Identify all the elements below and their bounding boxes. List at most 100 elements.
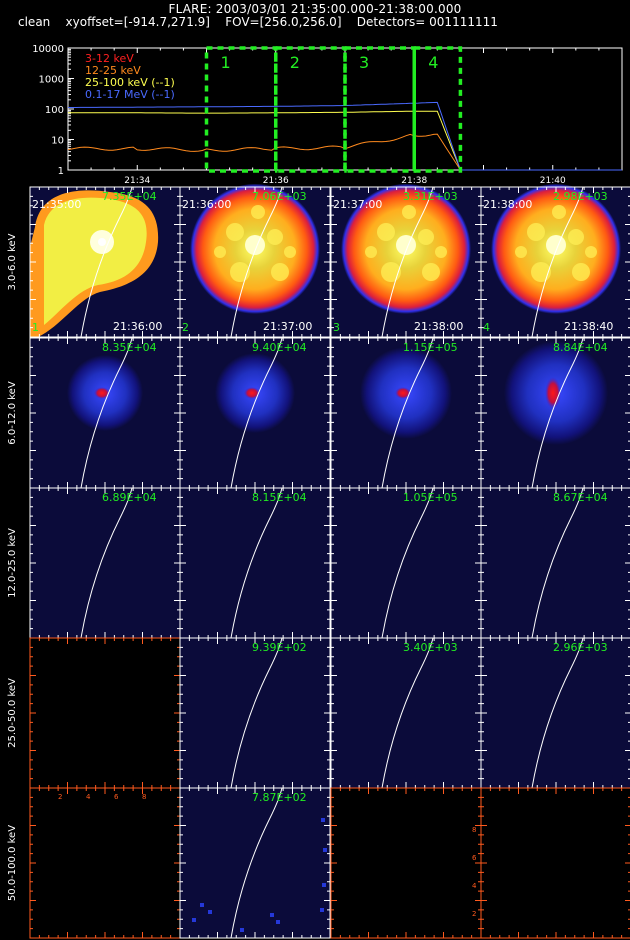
noise-speck (208, 910, 212, 914)
image-panel (480, 487, 630, 639)
noise-speck (200, 903, 204, 907)
hot-blob (226, 223, 244, 241)
hot-blob (271, 263, 289, 281)
interval-box-1 (204, 46, 278, 173)
panel-interval-number: 1 (32, 321, 39, 334)
peak-flux-label: 9.39E+02 (252, 641, 307, 654)
image-panel (29, 487, 181, 639)
solar-limb (381, 186, 434, 338)
panel-interval-number: 2 (182, 321, 189, 334)
peak-flux-label: 8.35E+04 (102, 341, 157, 354)
solar-limb (531, 487, 584, 639)
solar-limb (230, 337, 283, 489)
interval-box-2 (274, 46, 347, 173)
empty-axis-tick-label: 2 (472, 910, 477, 918)
panel-start-time: 21:36:00 (182, 198, 232, 211)
empty-axis-tick-label: 6 (114, 793, 119, 801)
plot-title: FLARE: 2003/03/01 21:35:00.000-21:38:00.… (168, 2, 462, 16)
solar-limb (381, 487, 434, 639)
peak-flux-label: 7.87E+02 (252, 791, 307, 804)
solar-limb (531, 186, 584, 338)
energy-band-label: 6.0-12.0 keV (7, 381, 18, 445)
source-disk (504, 341, 608, 445)
source-disk (360, 347, 452, 439)
x-tick-label: 21:34 (124, 176, 150, 186)
panel-background (331, 488, 481, 638)
peak-flux-label: 6.89E+04 (102, 491, 157, 504)
flare-core (90, 230, 114, 254)
panel-background (30, 488, 180, 638)
panel-background (180, 488, 330, 638)
hot-blob (402, 205, 416, 219)
hot-blob (381, 262, 401, 282)
panel-background (481, 488, 630, 638)
x-tick-label: 21:38 (401, 176, 427, 186)
image-panel (29, 637, 181, 789)
hot-blob (284, 246, 296, 258)
interval-label-2: 2 (290, 53, 300, 72)
image-panel (330, 787, 482, 939)
solar-limb (80, 487, 133, 639)
source-core (94, 387, 110, 399)
panel-frame (179, 487, 331, 639)
peak-flux-label: 8.84E+04 (553, 341, 608, 354)
image-panel (179, 487, 331, 639)
peak-flux-label: 3.31E+03 (403, 190, 458, 203)
solar-limb (80, 337, 133, 489)
hot-blob (267, 229, 283, 245)
image-panel (330, 637, 482, 789)
solar-limb (230, 487, 283, 639)
interval-box-3 (343, 46, 416, 173)
panel-frame (480, 637, 630, 789)
panel-frame (29, 337, 181, 489)
solar-limb (531, 337, 584, 489)
panel-end-time: 21:38:40 (564, 320, 614, 333)
legend-entry: 12-25 keV (85, 64, 141, 77)
noise-speck (321, 818, 325, 822)
legend-entry: 3-12 keV (85, 52, 134, 65)
flare-body (44, 197, 147, 325)
image-panel (480, 787, 630, 939)
panel-frame (330, 487, 482, 639)
image-panel (480, 337, 630, 489)
image-panel (179, 337, 331, 489)
empty-axis-tick-label: 8 (142, 793, 147, 801)
image-panel (330, 337, 482, 489)
hot-blob (251, 205, 265, 219)
empty-axis-tick-label: 2 (58, 793, 63, 801)
noise-speck (270, 913, 274, 917)
solar-limb (230, 186, 283, 338)
hot-blob (527, 223, 545, 241)
y-tick-label: 1000 (39, 75, 64, 86)
source-core (396, 235, 416, 255)
panel-background (30, 338, 180, 488)
energy-band-label: 25.0-50.0 keV (7, 678, 18, 748)
panel-frame (179, 637, 331, 789)
panel-background (481, 638, 630, 788)
panel-frame (330, 337, 482, 489)
hot-blob (552, 205, 566, 219)
peak-flux-label: 8.67E+04 (553, 491, 608, 504)
source-core (545, 377, 561, 409)
panel-frame (330, 637, 482, 789)
x-tick-label: 21:36 (263, 176, 289, 186)
hot-blob (572, 263, 590, 281)
panel-background (180, 638, 330, 788)
legend-entry: 25-100 keV (--1) (85, 76, 175, 89)
hot-blob (230, 262, 250, 282)
hot-blob (365, 246, 377, 258)
hot-blob (435, 246, 447, 258)
peak-flux-label: 8.15E+04 (252, 491, 307, 504)
series-line-3 (68, 101, 622, 171)
panel-background (331, 338, 481, 488)
panel-frame (480, 487, 630, 639)
image-panel (480, 637, 630, 789)
peak-flux-label: 3.40E+03 (403, 641, 458, 654)
energy-band-label: 50.0-100.0 keV (7, 824, 18, 902)
source-core (395, 387, 411, 399)
noise-speck (276, 920, 280, 924)
noise-speck (240, 928, 244, 932)
solar-limb (381, 337, 434, 489)
noise-speck (323, 848, 327, 852)
flare-envelope (30, 190, 159, 337)
